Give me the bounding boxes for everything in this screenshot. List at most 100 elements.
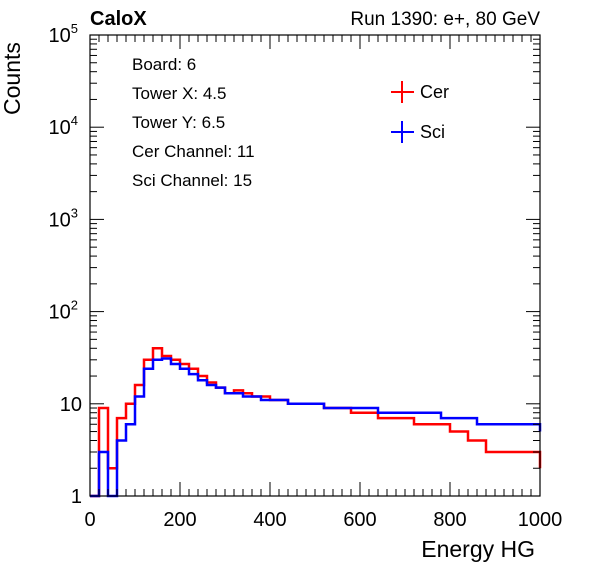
data-point-sci — [345, 407, 348, 409]
data-point-cer — [480, 439, 483, 442]
y-tick-label: 1 — [71, 486, 82, 508]
data-point-sci — [300, 403, 303, 405]
data-point-sci — [516, 423, 519, 426]
data-point-sci — [327, 407, 330, 409]
data-point-sci — [480, 423, 483, 426]
data-point-sci — [354, 407, 357, 409]
data-point-sci — [174, 363, 177, 365]
data-point-sci — [147, 367, 150, 370]
data-point-sci — [129, 423, 132, 426]
info-box — [120, 48, 358, 198]
data-point-cer — [408, 417, 411, 419]
data-point-cer — [174, 359, 177, 361]
data-point-sci — [390, 411, 393, 414]
data-point-sci — [435, 411, 438, 414]
data-point-sci — [264, 399, 267, 401]
data-point-sci — [408, 411, 411, 414]
data-point-sci — [102, 451, 105, 453]
data-point-cer — [354, 411, 357, 414]
data-point-cer — [147, 359, 150, 361]
data-point-cer — [435, 423, 438, 426]
data-point-sci — [417, 411, 420, 414]
data-point-sci — [183, 367, 186, 370]
data-point-sci — [336, 407, 339, 409]
data-point-cer — [129, 403, 132, 405]
data-point-cer — [471, 439, 474, 442]
data-point-sci — [201, 379, 204, 382]
legend-label-sci: Sci — [420, 122, 445, 142]
data-point-cer — [210, 381, 213, 384]
data-point-sci — [381, 411, 384, 414]
data-point-sci — [444, 417, 447, 419]
data-point-sci — [363, 407, 366, 409]
x-tick-label: 800 — [433, 509, 466, 531]
data-point-sci — [498, 423, 501, 426]
data-point-cer — [156, 347, 159, 350]
info-sci-channel: Sci Channel: 15 — [132, 171, 252, 190]
x-tick-label: 400 — [253, 509, 286, 531]
data-point-sci — [156, 359, 159, 361]
data-point-cer — [192, 367, 195, 370]
x-tick-label: 200 — [163, 509, 196, 531]
data-point-sci — [291, 403, 294, 405]
data-point-cer — [201, 375, 204, 377]
data-point-cer — [183, 363, 186, 365]
series-layer — [90, 347, 542, 498]
data-point-cer — [246, 392, 249, 395]
data-point-cer — [111, 467, 114, 470]
data-point-sci — [507, 423, 510, 426]
data-point-sci — [210, 384, 213, 386]
data-point-sci — [165, 357, 168, 360]
x-tick-label: 600 — [343, 509, 376, 531]
info-tower-x: Tower X: 4.5 — [132, 84, 227, 103]
data-point-sci — [120, 439, 123, 442]
data-point-cer — [453, 430, 456, 433]
x-tick-label: 1000 — [518, 509, 563, 531]
data-point-cer — [363, 411, 366, 414]
data-point-cer — [525, 451, 528, 453]
data-point-sci — [282, 399, 285, 401]
data-point-cer — [462, 430, 465, 433]
data-point-sci — [399, 411, 402, 414]
data-point-sci — [273, 399, 276, 401]
y-tick-label: 10 — [60, 394, 82, 416]
data-point-sci — [246, 395, 249, 398]
data-point-sci — [525, 423, 528, 426]
data-point-cer — [102, 407, 105, 409]
data-point-sci — [372, 407, 375, 409]
data-point-cer — [120, 417, 123, 419]
data-point-sci — [318, 403, 321, 405]
chart-title-right: Run 1390: e+, 80 GeV — [350, 9, 540, 30]
info-board: Board: 6 — [132, 55, 196, 74]
data-point-sci — [228, 392, 231, 395]
info-cer-channel: Cer Channel: 11 — [132, 142, 255, 161]
data-point-sci — [471, 417, 474, 419]
data-point-sci — [138, 395, 141, 398]
data-point-cer — [426, 423, 429, 426]
chart-title-left: CaloX — [90, 8, 147, 30]
data-point-sci — [219, 386, 222, 389]
x-tick-label: 0 — [84, 509, 95, 531]
legend-label-cer: Cer — [420, 82, 449, 102]
data-point-sci — [453, 417, 456, 419]
data-point-cer — [237, 389, 240, 392]
data-point-cer — [390, 417, 393, 419]
data-point-sci — [237, 392, 240, 395]
data-point-cer — [498, 451, 501, 453]
data-point-sci — [489, 423, 492, 426]
data-point-cer — [489, 451, 492, 453]
data-point-sci — [309, 403, 312, 405]
data-point-cer — [165, 355, 168, 357]
y-axis-label: Counts — [0, 42, 25, 115]
series-sci — [90, 357, 542, 498]
data-point-cer — [138, 384, 141, 386]
data-point-cer — [516, 451, 519, 453]
data-point-cer — [507, 451, 510, 453]
data-point-cer — [264, 395, 267, 398]
data-point-sci — [462, 417, 465, 419]
data-point-cer — [417, 423, 420, 426]
data-point-sci — [426, 411, 429, 414]
x-axis-label: Energy HG — [421, 536, 535, 562]
data-point-cer — [381, 417, 384, 419]
